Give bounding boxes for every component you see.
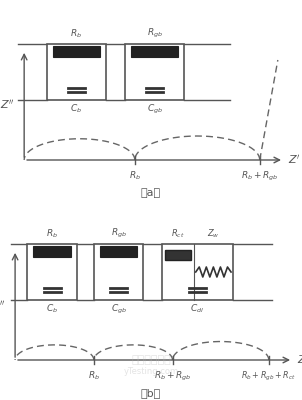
- Text: $R_b$: $R_b$: [88, 370, 100, 382]
- FancyBboxPatch shape: [53, 46, 100, 57]
- Text: $R_b$: $R_b$: [129, 170, 141, 182]
- Text: yTesting.com: yTesting.com: [124, 368, 178, 376]
- FancyBboxPatch shape: [125, 44, 184, 100]
- Text: $R_{b}$: $R_{b}$: [70, 28, 82, 40]
- FancyBboxPatch shape: [162, 244, 233, 300]
- Text: $Z''$: $Z''$: [0, 298, 6, 312]
- Text: $Z_w$: $Z_w$: [207, 228, 220, 240]
- Text: $C_{b}$: $C_{b}$: [46, 302, 58, 315]
- Text: $C_{dl}$: $C_{dl}$: [190, 302, 204, 315]
- Text: 易检格检测网: 易检格检测网: [131, 355, 171, 365]
- Text: $C_{b}$: $C_{b}$: [70, 102, 82, 115]
- Text: $R_{b}$: $R_{b}$: [46, 228, 58, 240]
- FancyBboxPatch shape: [47, 44, 106, 100]
- Text: （a）: （a）: [141, 188, 161, 198]
- Text: $R_b+R_{gb}$: $R_b+R_{gb}$: [241, 170, 278, 183]
- Text: $C_{gb}$: $C_{gb}$: [111, 302, 127, 316]
- FancyBboxPatch shape: [94, 244, 143, 300]
- Text: $Z'$: $Z'$: [288, 154, 301, 166]
- FancyBboxPatch shape: [33, 246, 71, 257]
- Text: $Z'$: $Z'$: [297, 354, 302, 366]
- Text: $Z''$: $Z''$: [0, 98, 15, 112]
- Text: $R_{gb}$: $R_{gb}$: [147, 27, 163, 40]
- Text: $R_b+R_{gb}+R_{ct}$: $R_b+R_{gb}+R_{ct}$: [241, 370, 296, 383]
- Text: $R_{gb}$: $R_{gb}$: [111, 227, 127, 240]
- FancyBboxPatch shape: [27, 244, 77, 300]
- FancyBboxPatch shape: [131, 46, 178, 57]
- FancyBboxPatch shape: [100, 246, 137, 257]
- Text: $R_{ct}$: $R_{ct}$: [171, 228, 185, 240]
- Text: $R_b+R_{gb}$: $R_b+R_{gb}$: [154, 370, 191, 383]
- Text: $C_{gb}$: $C_{gb}$: [147, 102, 163, 116]
- FancyBboxPatch shape: [165, 250, 191, 260]
- Text: （b）: （b）: [141, 388, 161, 398]
